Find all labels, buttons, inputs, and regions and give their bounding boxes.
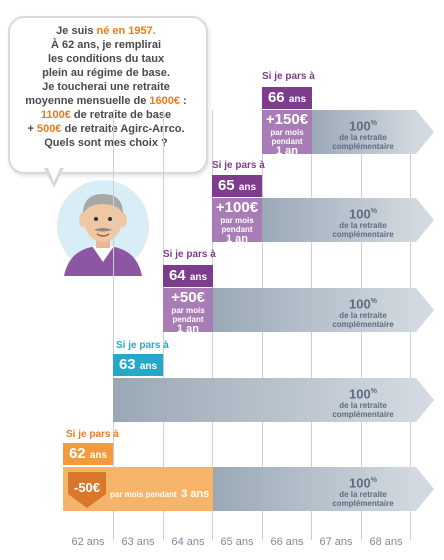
- scenario-62-age: 62 ans: [63, 443, 113, 465]
- speech-bubble-text: Je suis né en 1957. À 62 ans, je remplir…: [25, 25, 187, 149]
- axis-label-65: 65 ans: [220, 536, 254, 548]
- scenario-63-bar: [113, 378, 416, 422]
- scenario-65-bar: [262, 198, 416, 242]
- axis-label-63: 63 ans: [121, 536, 155, 548]
- scenario-62-bar: [213, 467, 416, 511]
- scenario-66-bar: [312, 110, 416, 154]
- malus-shield-icon: [68, 472, 106, 508]
- scenario-62-malus: -50€: [73, 480, 101, 495]
- scenario-63-complementary: 100% de la retraite complémentaire: [332, 386, 394, 420]
- scenario-65-heading: Si je pars à: [212, 160, 265, 171]
- axis-label-64: 64 ans: [171, 536, 205, 548]
- scenario-64-heading: Si je pars à: [163, 249, 216, 260]
- scenario-64-complementary: 100% de la retraite complémentaire: [332, 296, 394, 330]
- scenario-63-heading: Si je pars à: [116, 340, 169, 351]
- axis-label-62: 62 ans: [71, 536, 105, 548]
- scenario-64-bar: [213, 288, 416, 332]
- scenario-64-bonus: +50€ par mois pendant 1 an: [171, 289, 205, 335]
- axis-label-67: 67 ans: [319, 536, 353, 548]
- retiree-avatar: [57, 180, 149, 276]
- speech-bubble: [8, 16, 208, 174]
- scenario-64-age: 64 ans: [163, 265, 213, 287]
- scenario-65-complementary: 100% de la retraite complémentaire: [332, 206, 394, 240]
- scenario-66-complementary: 100% de la retraite complémentaire: [332, 118, 394, 152]
- scenario-65-age: 65 ans: [212, 175, 262, 197]
- scenario-63-age: 63 ans: [113, 354, 163, 376]
- scenario-66-heading: Si je pars à: [262, 71, 315, 82]
- axis-label-68: 68 ans: [369, 536, 403, 548]
- scenario-62-heading: Si je pars à: [66, 429, 119, 440]
- scenario-62-complementary: 100% de la retraite complémentaire: [332, 475, 394, 509]
- scenario-62-malus-text: par mois pendant 3 ans: [110, 488, 210, 500]
- scenario-66-age: 66 ans: [262, 87, 312, 109]
- axis-label-66: 66 ans: [270, 536, 304, 548]
- scenario-66-bonus: +150€ par mois pendant 1 an: [265, 111, 309, 157]
- scenario-65-bonus: +100€ par mois pendant 1 an: [215, 199, 259, 245]
